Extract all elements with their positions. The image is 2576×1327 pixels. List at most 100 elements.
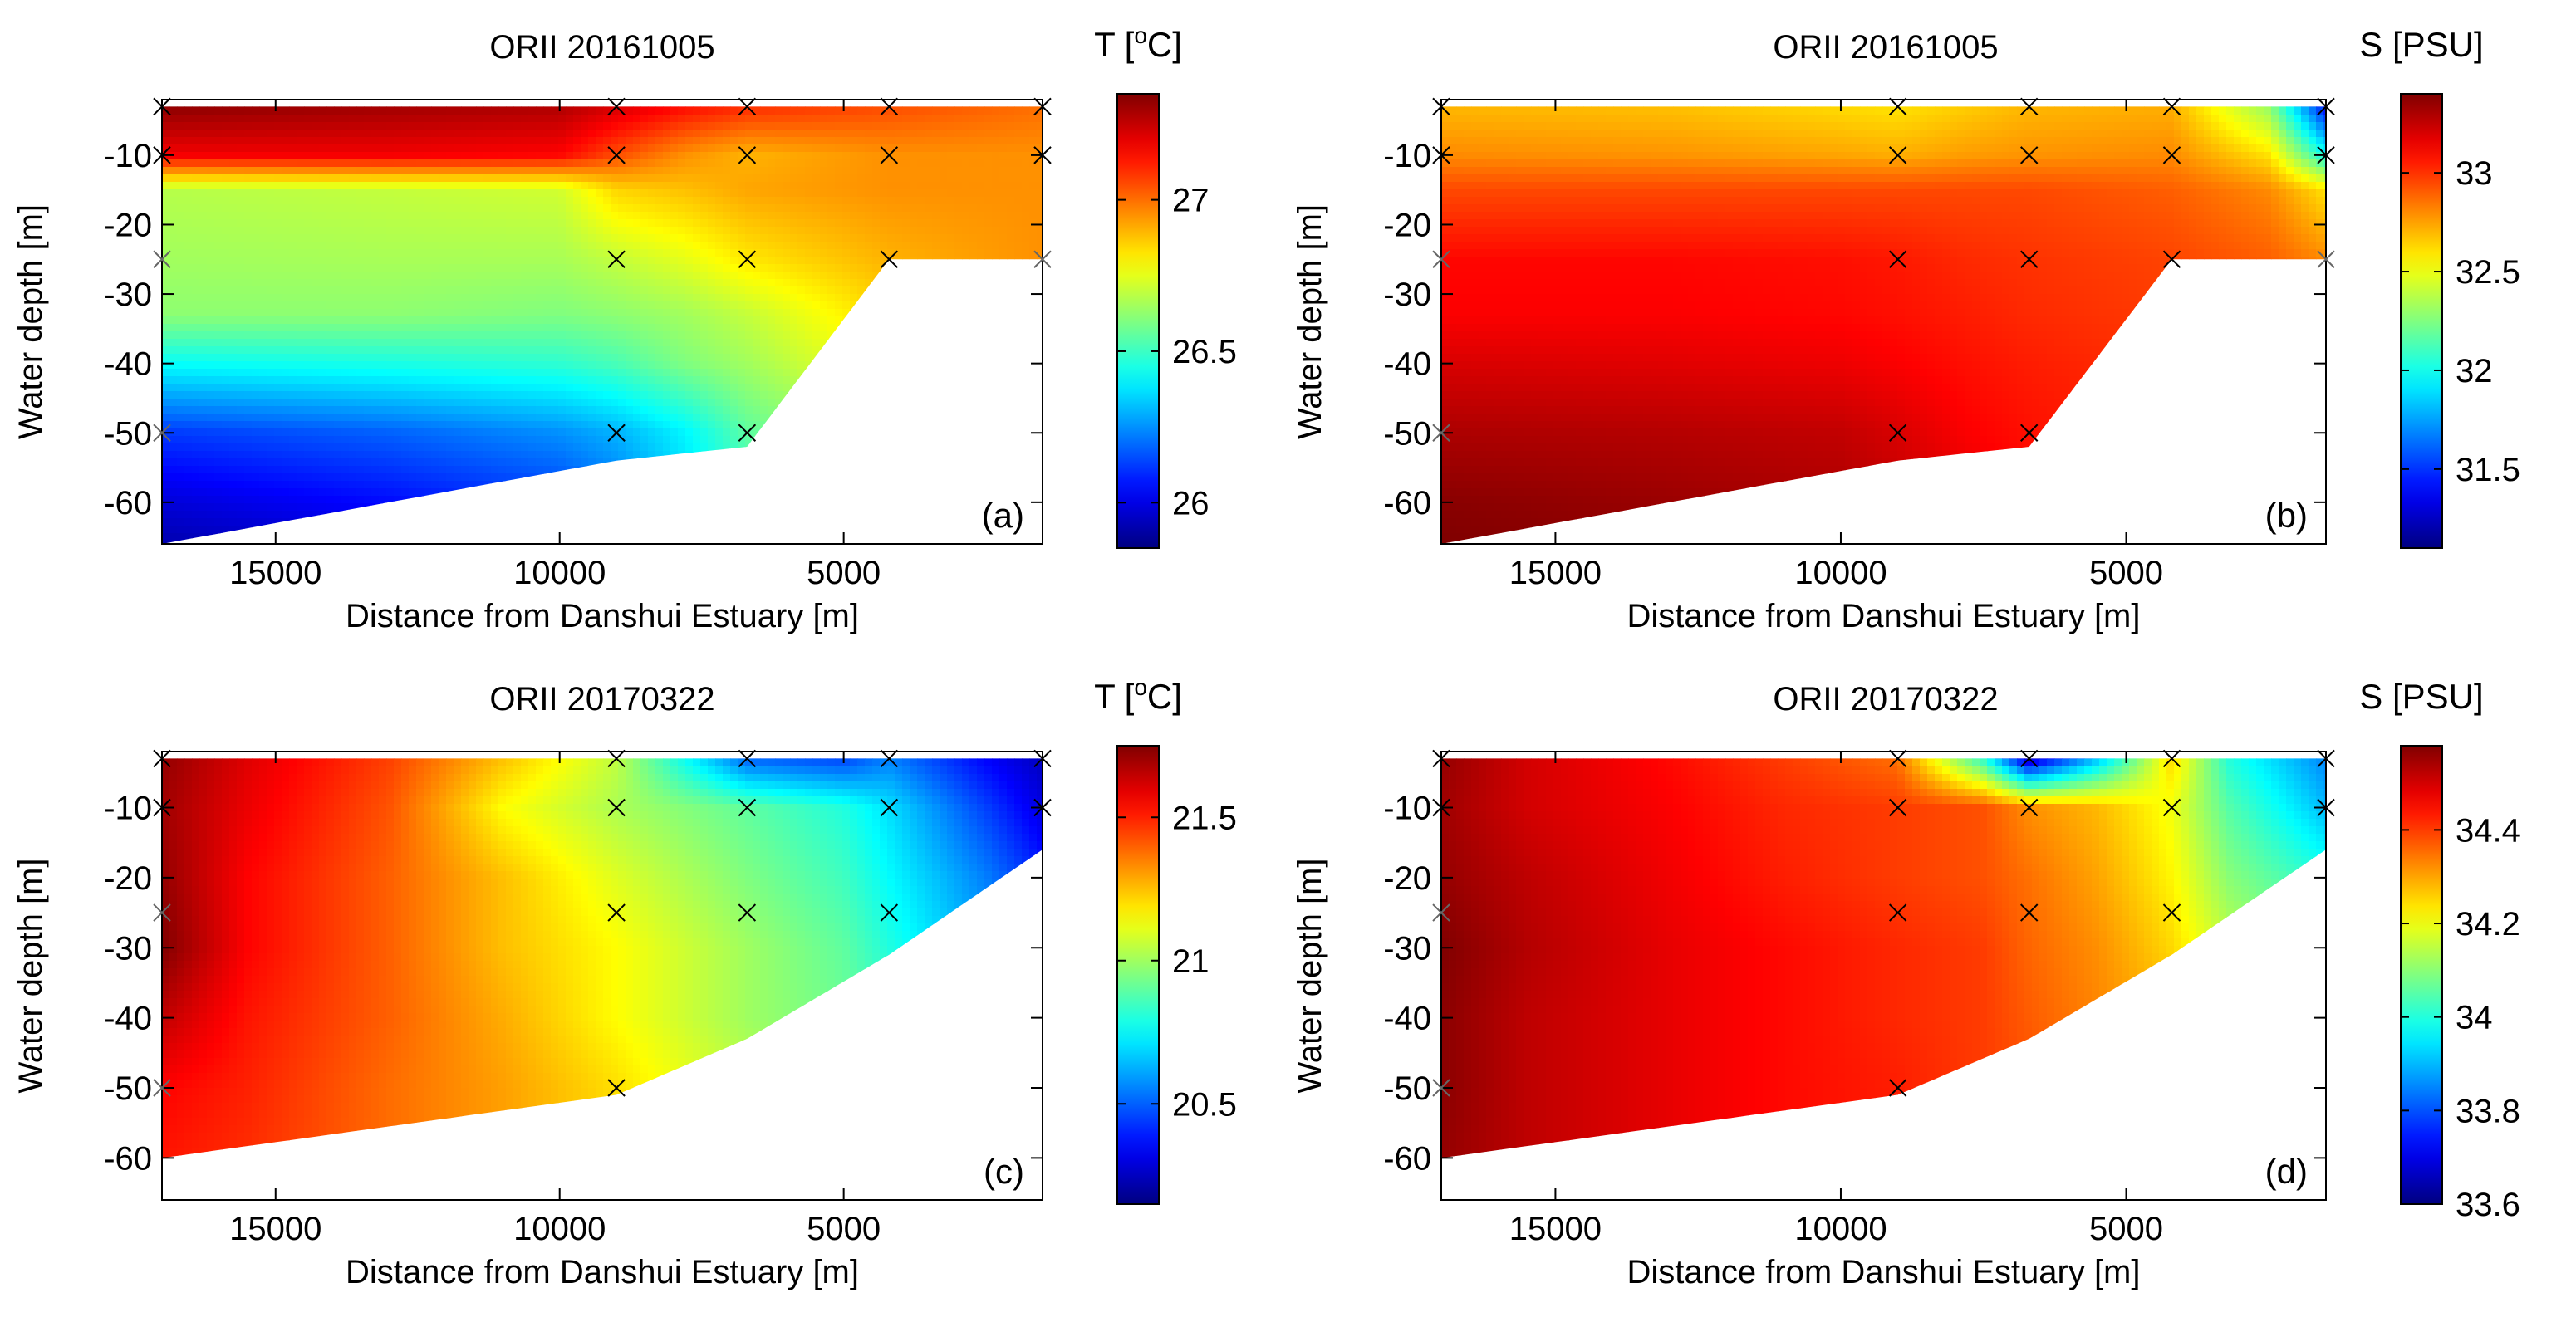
colorbar: 33.6 33.8 34 34.2 34.4 S [PSU] [2359, 677, 2520, 1223]
y-axis-label: Water depth [m] [1292, 204, 1328, 439]
colorbar-tick-label: 21.5 [1172, 800, 1237, 836]
sample-marker [2317, 749, 2335, 768]
y-tick-label: -10 [1383, 791, 1431, 827]
sample-marker [1432, 1079, 1450, 1097]
sample-marker [738, 424, 757, 442]
axes-frame [161, 99, 1043, 545]
sample-marker [1888, 903, 1907, 922]
y-tick-label: -20 [1383, 207, 1431, 243]
x-tick-label: 10000 [1794, 555, 1887, 591]
colorbar-label: T [oC] [1094, 674, 1182, 716]
y-tick-label: -40 [1383, 1001, 1431, 1037]
y-tick-label: -20 [104, 860, 152, 897]
y-tick-label: -10 [1383, 138, 1431, 174]
sample-marker [1888, 146, 1907, 164]
sample-marker [2020, 250, 2039, 268]
y-tick-label: -20 [1383, 860, 1431, 897]
sample-marker [880, 798, 899, 817]
x-axis-label: Distance from Danshui Estuary [m] [1627, 1254, 2141, 1290]
x-tick-label: 10000 [513, 1211, 606, 1247]
sample-marker [1432, 250, 1450, 268]
heatmap-field [162, 758, 1043, 1158]
sample-marker [1033, 798, 1052, 817]
y-tick-label: -10 [104, 791, 152, 827]
sample-marker [738, 146, 757, 164]
sample-marker [153, 1079, 171, 1097]
sample-marker [1432, 97, 1450, 116]
sample-marker [2020, 146, 2039, 164]
colorbar-label: T [oC] [1094, 22, 1182, 64]
colorbar-tick-label: 33 [2456, 155, 2493, 192]
sample-marker [607, 424, 626, 442]
sample-marker [1033, 146, 1052, 164]
axes-frame [161, 751, 1043, 1201]
panel-title: ORII 20161005 [489, 29, 714, 66]
colorbar-tick-label: 34 [2456, 1000, 2493, 1036]
sample-marker [607, 1079, 626, 1097]
sample-marker [153, 146, 171, 164]
y-tick-label: -30 [104, 930, 152, 967]
sample-marker [738, 97, 757, 116]
colorbar-gradient [2400, 93, 2443, 549]
sample-marker [738, 250, 757, 268]
sample-marker [738, 749, 757, 768]
colorbar-label: S [PSU] [2359, 25, 2483, 64]
colorbar-tick-label: 33.6 [2456, 1187, 2520, 1223]
x-tick-label: 10000 [1794, 1211, 1887, 1247]
sample-marker [1888, 424, 1907, 442]
sample-marker [1888, 250, 1907, 268]
sample-marker [2020, 424, 2039, 442]
y-tick-label: -60 [1383, 1140, 1431, 1177]
y-axis-label: Water depth [m] [12, 858, 49, 1093]
sample-marker [738, 798, 757, 817]
sample-marker [2162, 146, 2181, 164]
axes-frame [1440, 99, 2327, 545]
sample-marker [2317, 250, 2335, 268]
x-tick-label: 15000 [1509, 555, 1602, 591]
sample-marker [1888, 1079, 1907, 1097]
x-tick-label: 5000 [807, 555, 881, 591]
panel-title: ORII 20170322 [1773, 681, 1998, 717]
sample-marker [880, 749, 899, 768]
colorbar-tick-label: 32.5 [2456, 254, 2520, 291]
colorbar: 31.5 32 32.5 33 S [PSU] [2359, 25, 2520, 549]
sample-marker [2162, 903, 2181, 922]
colorbar-tick-label: 26 [1172, 485, 1209, 521]
x-axis-label: Distance from Danshui Estuary [m] [1627, 598, 2141, 634]
sample-marker [1432, 798, 1450, 817]
y-tick-label: -40 [104, 1001, 152, 1037]
sample-marker [738, 903, 757, 922]
sample-marker [2162, 798, 2181, 817]
sample-marker [153, 903, 171, 922]
y-tick-label: -60 [104, 485, 152, 521]
sample-marker [1033, 749, 1052, 768]
colorbar-gradient [2400, 745, 2443, 1205]
x-tick-label: 15000 [229, 555, 321, 591]
sample-marker [1432, 903, 1450, 922]
y-tick-label: -50 [1383, 415, 1431, 452]
x-tick-label: 10000 [513, 555, 606, 591]
panel-tag: (d) [2265, 1152, 2308, 1191]
sample-marker [2317, 146, 2335, 164]
sample-marker [2020, 749, 2039, 768]
y-tick-label: -30 [1383, 930, 1431, 967]
sample-marker [1033, 97, 1052, 116]
y-axis-label: Water depth [m] [1292, 858, 1328, 1093]
sample-marker [153, 424, 171, 442]
sample-marker [153, 250, 171, 268]
panel-b: -10 -20 -30 -40 -50 -60 15000 10000 5000 ORII 201… [1292, 25, 2520, 634]
sample-marker [2020, 903, 2039, 922]
sample-marker [607, 749, 626, 768]
colorbar-gradient [1116, 745, 1160, 1205]
sample-marker [607, 903, 626, 922]
colorbar-tick-label: 34.4 [2456, 812, 2520, 849]
y-tick-label: -30 [1383, 277, 1431, 313]
sample-marker [607, 146, 626, 164]
y-tick-label: -50 [104, 1070, 152, 1107]
colorbar-tick-label: 21 [1172, 943, 1209, 980]
x-tick-label: 5000 [2089, 1211, 2163, 1247]
colorbar-tick-label: 20.5 [1172, 1086, 1237, 1123]
sample-marker [607, 250, 626, 268]
colorbar: 26 26.5 27 T [oC] [1094, 22, 1237, 549]
heatmap-field [162, 106, 1043, 544]
